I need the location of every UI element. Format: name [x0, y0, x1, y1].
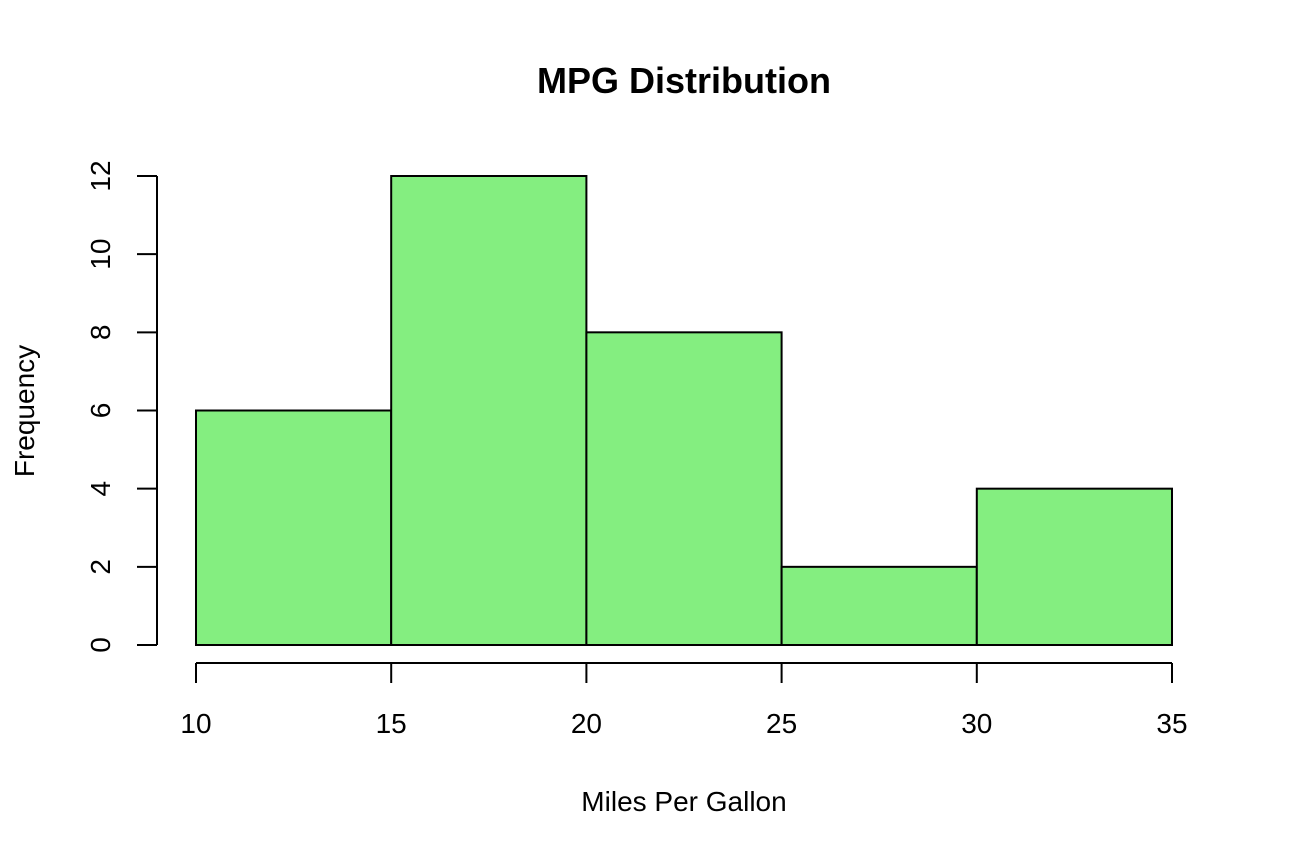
x-axis-title: Miles Per Gallon: [581, 786, 786, 817]
x-tick-label: 15: [376, 708, 407, 739]
y-axis-title: Frequency: [9, 345, 40, 477]
histogram-bar-0: [195, 409, 393, 646]
x-tick-label: 35: [1156, 708, 1187, 739]
histogram-bar-1: [390, 175, 588, 646]
histogram-bar-3: [780, 565, 978, 646]
y-tick-label: 8: [85, 325, 116, 341]
y-tick-label: 6: [85, 403, 116, 419]
histogram-bar-4: [975, 487, 1173, 646]
x-tick-label: 20: [571, 708, 602, 739]
x-tick-label: 30: [961, 708, 992, 739]
y-tick-label: 0: [85, 637, 116, 653]
x-tick-label: 25: [766, 708, 797, 739]
x-axis: 10 15 20 25 30 35: [180, 662, 1188, 739]
y-tick-label: 10: [85, 239, 116, 270]
y-tick-label: 4: [85, 481, 116, 497]
bars-layer: [195, 175, 1173, 646]
y-tick-label: 2: [85, 559, 116, 575]
y-tick-label: 12: [85, 160, 116, 191]
histogram-bar-2: [585, 331, 783, 646]
x-tick-label: 10: [180, 708, 211, 739]
y-axis: 0 2 4 6 8 10 12: [85, 160, 158, 653]
chart-title: MPG Distribution: [537, 60, 831, 101]
